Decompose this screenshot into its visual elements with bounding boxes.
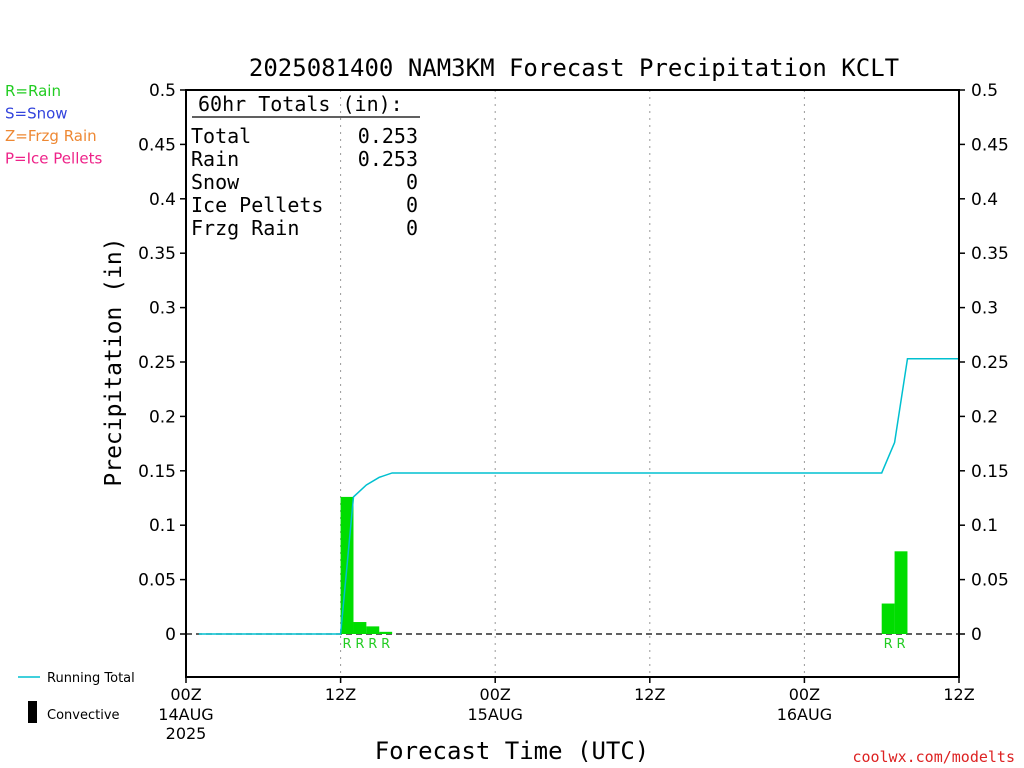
x-tick-year-0: 2025 [166,724,207,743]
plot-frame [185,89,960,678]
precip-bar-3 [379,631,393,634]
legend-running-total-label: Running Total [47,671,135,686]
ptype-label-0: R [343,637,352,652]
running-total-line [198,357,959,635]
x-tick-date-2: 15AUG [467,705,522,724]
y-tick-label-left-7: 0.35 [138,244,176,264]
y-axis-label: Precipitation (in) [101,237,127,486]
ptype-label-5: R [897,637,906,652]
y-tick-label-left-9: 0.45 [138,135,176,155]
y-tick-label-left-0: 0 [165,625,176,645]
totals-row-value-1: 0.253 [358,147,418,171]
totals-row-label-4: Frzg Rain [191,216,299,240]
credit-text: coolwx.com/modelts [852,748,1015,766]
precip-bar-1 [353,622,367,634]
ptype-label-4: R [884,637,893,652]
ptype-legend-item-1: S=Snow [5,105,68,123]
y-tick-label-right-0: 0 [971,625,982,645]
ptype-legend-item-3: P=Ice Pellets [5,150,102,168]
x-tick-label-5: 12Z [943,685,974,704]
ptype-legend-item-0: R=Rain [5,82,61,100]
totals-row-label-2: Snow [191,170,240,194]
y-tick-label-right-10: 0.5 [971,81,998,101]
y-tick-label-left-4: 0.2 [149,407,176,427]
x-tick-label-4: 00Z [789,685,820,704]
totals-header: 60hr Totals (in): [198,92,403,116]
totals-row-label-3: Ice Pellets [191,193,323,217]
x-tick-label-3: 12Z [634,685,665,704]
totals-row-value-0: 0.253 [358,124,418,148]
x-axis-label: Forecast Time (UTC) [375,737,650,765]
totals-row-value-2: 0 [406,170,418,194]
x-tick-date-0: 14AUG [158,705,213,724]
y-tick-label-right-6: 0.3 [971,299,998,319]
y-tick-label-left-8: 0.4 [149,190,176,210]
y-tick-label-left-2: 0.1 [149,516,176,536]
legend-convective-swatch [28,701,37,723]
ptype-label-2: R [368,637,377,652]
y-tick-label-left-6: 0.3 [149,299,176,319]
ptype-legend: R=Rain S=Snow Z=Frzg Rain P=Ice Pellets [5,82,102,168]
precip-bar-4 [881,603,895,634]
totals-row-label-1: Rain [191,147,239,171]
chart-title: 2025081400 NAM3KM Forecast Precipitation… [249,54,899,82]
ptype-label-3: R [381,637,390,652]
totals-row-value-4: 0 [406,216,418,240]
y-tick-label-left-10: 0.5 [149,81,176,101]
x-tick-label-1: 12Z [325,685,356,704]
precip-bar-2 [366,626,380,634]
totals-row-label-0: Total [191,124,251,148]
legend-convective-label: Convective [47,708,120,723]
series-legend: Running Total Convective [18,671,135,723]
y-tick-label-right-1: 0.05 [971,571,1009,591]
x-tick-date-4: 16AUG [777,705,832,724]
totals-row-value-3: 0 [406,193,418,217]
y-tick-label-left-3: 0.15 [138,462,176,482]
y-tick-label-right-2: 0.1 [971,516,998,536]
y-tick-label-left-5: 0.25 [138,353,176,373]
precip-bar-5 [894,551,908,634]
y-tick-label-right-4: 0.2 [971,407,998,427]
y-tick-label-right-3: 0.15 [971,462,1009,482]
y-tick-label-right-8: 0.4 [971,190,998,210]
plot-area: R R R R R R0 00.05 0.050.1 0.10.15 0.150.2 0.20.25… [138,81,1009,743]
y-tick-label-right-7: 0.35 [971,244,1009,264]
x-tick-label-0: 00Z [170,685,201,704]
y-tick-label-left-1: 0.05 [138,571,176,591]
y-tick-label-right-5: 0.25 [971,353,1009,373]
x-tick-label-2: 00Z [480,685,511,704]
ptype-legend-item-2: Z=Frzg Rain [5,127,97,145]
y-tick-label-right-9: 0.45 [971,135,1009,155]
ptype-label-1: R [355,637,364,652]
